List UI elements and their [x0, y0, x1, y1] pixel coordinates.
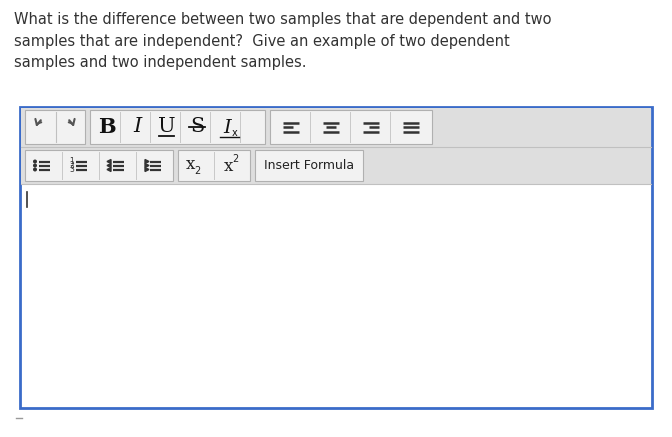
Text: What is the difference between two samples that are dependent and two
samples th: What is the difference between two sampl…	[14, 12, 552, 70]
Text: I: I	[133, 118, 141, 136]
Text: U: U	[158, 117, 176, 135]
Bar	[90, 110, 265, 144]
Polygon shape	[107, 167, 111, 171]
Text: 1: 1	[70, 157, 75, 166]
Bar	[20, 107, 652, 408]
Text: 2: 2	[194, 166, 200, 176]
Bar	[25, 150, 173, 181]
Text: 2: 2	[70, 161, 75, 170]
Bar	[270, 110, 432, 144]
Bar	[21, 108, 651, 147]
Polygon shape	[145, 167, 149, 171]
Text: S: S	[190, 118, 204, 136]
Circle shape	[34, 168, 36, 171]
Polygon shape	[107, 160, 111, 163]
Text: 3: 3	[70, 165, 75, 174]
Bar	[21, 147, 651, 184]
Text: B: B	[98, 117, 116, 137]
Circle shape	[34, 164, 36, 167]
Polygon shape	[145, 160, 149, 163]
Circle shape	[34, 160, 36, 163]
Bar	[25, 110, 85, 144]
Text: Insert Formula: Insert Formula	[264, 159, 354, 172]
Text: x: x	[185, 156, 195, 173]
Polygon shape	[145, 163, 149, 167]
Bar	[255, 150, 363, 181]
Text: x: x	[232, 128, 238, 138]
Polygon shape	[107, 163, 111, 167]
Text: I: I	[223, 119, 231, 137]
Text: 2: 2	[232, 155, 238, 164]
Bar	[178, 150, 250, 181]
Text: x: x	[223, 158, 233, 175]
